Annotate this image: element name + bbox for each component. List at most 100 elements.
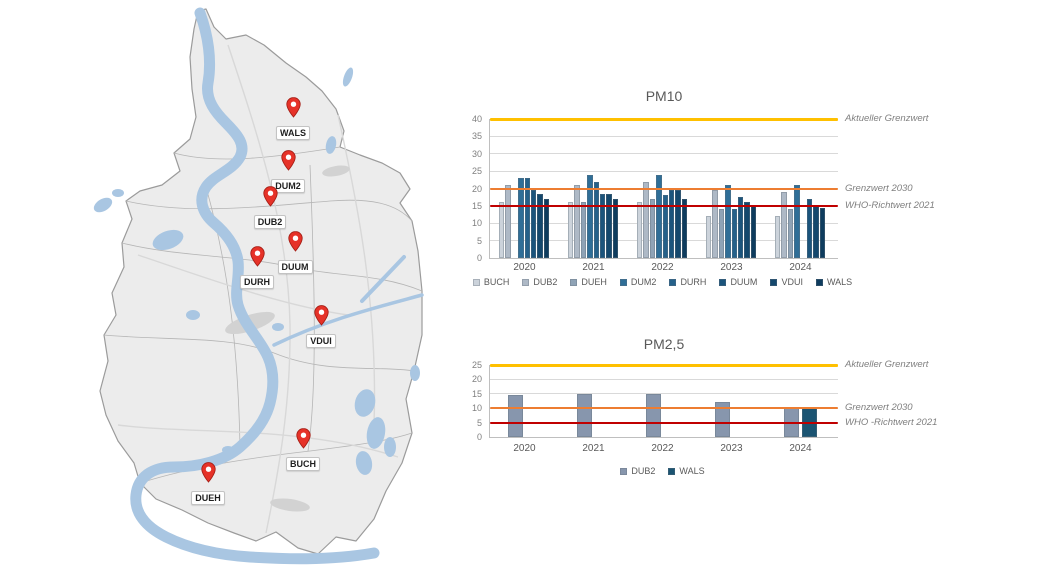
legend-item-DUB2: DUB2 (522, 277, 557, 287)
legend-label-WALS: WALS (679, 466, 705, 476)
y-axis-label-10: 10 (471, 218, 482, 229)
legend-swatch-BUCH (472, 278, 480, 286)
bar-VDUI-2022 (675, 190, 681, 258)
map-pin-icon (249, 246, 265, 267)
y-axis-label-0: 0 (476, 253, 482, 263)
station-pin-DURH: DURH (225, 246, 289, 290)
x-axis-label-2022: 2022 (651, 262, 674, 273)
station-pin-BUCH: BUCH (271, 428, 335, 472)
bar-VDUI-2023 (744, 202, 750, 258)
legend-PM2,5: DUB2 WALS (464, 466, 861, 476)
bar-BUCH-2021 (567, 202, 574, 258)
ref-line-label-25: Aktueller Grenzwert (845, 359, 929, 370)
x-axis-label-2022: 2022 (651, 443, 674, 454)
pm10-chart-title: PM10 (645, 88, 683, 104)
legend-PM10: BUCH DUB2 DUEH DUM2 DURH DUUM VDUI WALS (464, 277, 861, 287)
legend-label-DUB2: DUB2 (631, 466, 656, 476)
legend-label-DURH: DURH (680, 277, 707, 287)
tributaries (272, 255, 424, 347)
gridline-25 (490, 170, 838, 172)
bar-DUEH-2023 (718, 209, 725, 258)
y-axis-label-15: 15 (471, 200, 482, 211)
bar-DUUM-2024 (806, 198, 813, 258)
bar-DUUM-2022 (668, 190, 675, 258)
legend-swatch-WALS (815, 278, 823, 286)
bar-DUB2-2024 (781, 191, 787, 258)
bar-WALS-2020 (543, 198, 550, 258)
map-pin-icon (295, 428, 311, 449)
map-pin-icon (262, 186, 278, 207)
bar-DUEH-2024 (787, 209, 794, 258)
legend-swatch-DUB2 (620, 467, 628, 475)
bar-WALS-2021 (612, 198, 619, 258)
bar-DUM2-2020 (518, 178, 524, 258)
station-pin-label: VDUI (306, 334, 336, 348)
ref-line-label-40: Aktueller Grenzwert (845, 113, 929, 124)
legend-label-DUEH: DUEH (581, 277, 607, 287)
bar-DUB2-2023 (715, 402, 730, 437)
ref-line-10 (490, 407, 838, 410)
station-pin-DUUM: DUUM (263, 231, 327, 275)
legend-label-VDUI: VDUI (781, 277, 803, 287)
x-axis-label-2024: 2024 (789, 262, 812, 273)
ref-line-label-15: WHO-Richtwert 2021 (845, 199, 935, 211)
gridline-15 (490, 393, 838, 395)
bar-DUB2-2020 (508, 395, 523, 437)
station-pin-label: DURH (240, 275, 274, 289)
bar-DUB2-2023 (712, 190, 718, 258)
y-axis-label-25: 25 (471, 166, 482, 177)
bar-DURH-2020 (524, 178, 530, 258)
station-pin-label: BUCH (286, 457, 320, 471)
legend-label-WALS: WALS (826, 277, 853, 287)
y-axis-label-35: 35 (471, 131, 482, 142)
ref-line-20 (490, 187, 838, 190)
station-pin-label: DUB2 (253, 215, 287, 229)
y-axis-label-30: 30 (471, 148, 482, 159)
bar-DUB2-2020 (505, 185, 511, 258)
ref-line-5 (490, 421, 838, 424)
x-axis-label-2023: 2023 (720, 443, 743, 454)
bar-BUCH-2022 (636, 202, 643, 258)
bar-WALS-2024 (819, 207, 826, 258)
legend-swatch-DUM2 (619, 278, 627, 286)
y-axis-label-40: 40 (471, 114, 482, 124)
x-axis-label-2020: 2020 (513, 262, 536, 273)
bar-DURH-2023 (731, 209, 737, 258)
gridline-20 (490, 378, 838, 380)
bar-DUB2-2022 (646, 393, 661, 437)
bar-DUUM-2021 (599, 193, 606, 258)
y-axis-label-5: 5 (476, 417, 482, 428)
bar-DUB2-2022 (643, 181, 649, 258)
station-pin-WALS: WALS (261, 97, 325, 141)
ref-line-15 (490, 204, 838, 207)
station-pin-label: DUEH (191, 491, 225, 505)
ref-line-40 (490, 117, 838, 121)
legend-label-DUUM: DUUM (730, 277, 758, 287)
y-axis-line (489, 365, 490, 437)
map-pin-icon (200, 462, 216, 483)
x-axis-label-2024: 2024 (789, 443, 812, 454)
bar-DURH-2022 (662, 195, 668, 258)
legend-item-VDUI: VDUI (770, 277, 803, 287)
station-pin-label: DUUM (277, 260, 313, 274)
bar-VDUI-2020 (537, 193, 543, 258)
ref-line-label-5: WHO -Richtwert 2021 (845, 416, 938, 428)
gridline-30 (490, 153, 838, 155)
bar-VDUI-2021 (606, 193, 612, 258)
legend-swatch-DURH (669, 278, 677, 286)
bar-WALS-2022 (681, 198, 688, 258)
map-pin-icon (280, 150, 296, 171)
legend-swatch-WALS (668, 467, 676, 475)
city-map (93, 7, 424, 565)
legend-item-DUB2: DUB2 (620, 466, 655, 476)
station-pin-label: DUM2 (271, 179, 305, 193)
lakes (93, 67, 420, 475)
y-axis-label-15: 15 (471, 388, 482, 399)
legend-label-BUCH: BUCH (483, 277, 510, 287)
bar-DUEH-2021 (580, 202, 587, 258)
bar-DUM2-2023 (725, 185, 731, 258)
map-pin-icon (285, 97, 301, 118)
bar-DUUM-2023 (737, 197, 744, 258)
bar-BUCH-2024 (774, 216, 781, 258)
